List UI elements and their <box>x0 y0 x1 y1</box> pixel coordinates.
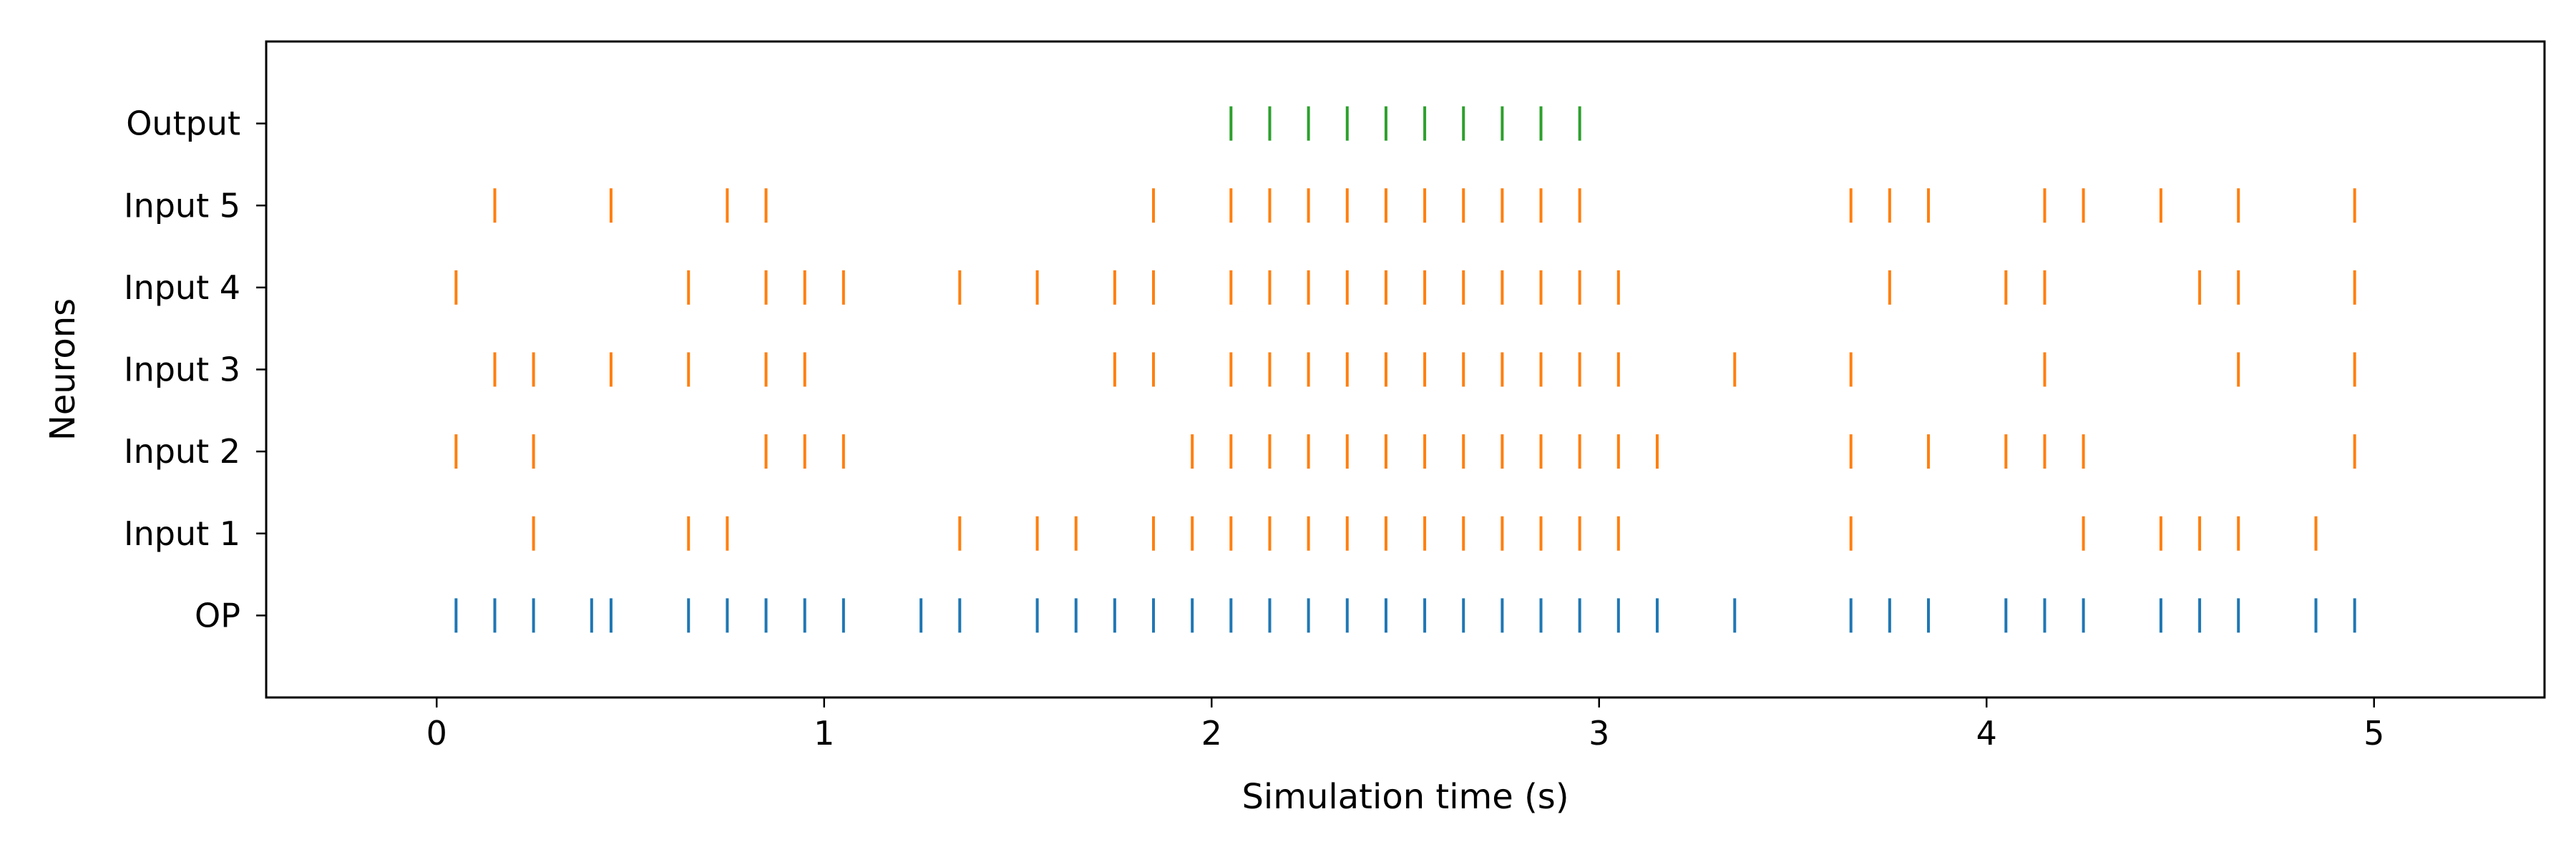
spike-row-input-3 <box>493 352 2356 387</box>
x-tick-label: 2 <box>1201 714 1222 753</box>
x-tick-label: 5 <box>2363 714 2384 753</box>
y-tick-label: Input 1 <box>124 514 240 553</box>
spike-row-input-4 <box>454 270 2356 305</box>
spike-row-input-5 <box>493 188 2356 223</box>
x-tick-label: 4 <box>1976 714 1997 753</box>
x-axis-label: Simulation time (s) <box>1241 777 1568 817</box>
spikes-layer <box>454 106 2356 633</box>
y-tick-label: Input 4 <box>124 268 240 307</box>
y-axis-label: Neurons <box>43 298 83 441</box>
x-tick-label: 0 <box>426 714 447 753</box>
x-tick-label: 1 <box>814 714 834 753</box>
spike-row-input-2 <box>454 434 2356 469</box>
ticks-layer: 0 1 2 3 4 5 OP Input 1 Input 2 Input 3 Input 4 Inpu… <box>124 104 2384 753</box>
y-tick-label: Input 3 <box>124 351 240 389</box>
spike-row-op <box>454 598 2356 633</box>
y-tick-label: Input 5 <box>124 186 240 225</box>
y-tick-label: OP <box>195 596 240 635</box>
y-tick-label: Input 2 <box>124 432 240 471</box>
spike-row-output <box>1229 106 1581 141</box>
spike-row-input-1 <box>532 516 2318 551</box>
y-tick-label: Output <box>126 104 240 143</box>
x-tick-label: 3 <box>1589 714 1609 753</box>
plot-frame <box>265 40 2546 699</box>
